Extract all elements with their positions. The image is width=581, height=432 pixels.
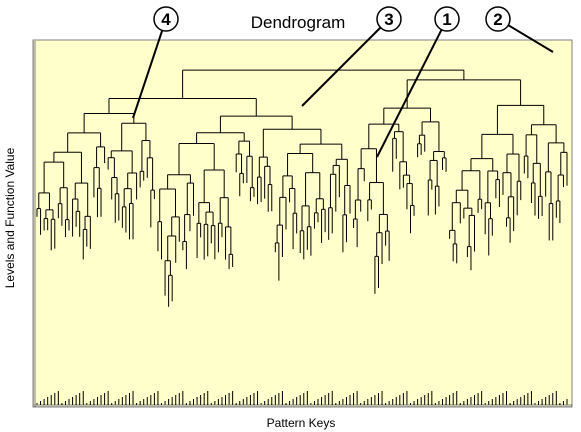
callout-leader-2 bbox=[507, 24, 554, 53]
callout-circle-2 bbox=[485, 6, 511, 32]
y-axis-ticks bbox=[33, 41, 36, 407]
callout-leader-1 bbox=[376, 29, 443, 158]
callout-number-2: 2 bbox=[493, 10, 502, 29]
callouts: 4 3 1 2 bbox=[132, 6, 554, 158]
callout-number-1: 1 bbox=[442, 10, 451, 29]
callout-leader-3 bbox=[301, 26, 382, 107]
callout-number-3: 3 bbox=[384, 10, 393, 29]
callout-circle-4 bbox=[153, 6, 179, 32]
callout-circle-3 bbox=[376, 6, 402, 32]
chart-title: Dendrogram bbox=[251, 13, 346, 32]
callout-circle-1 bbox=[434, 6, 460, 32]
callout-number-4: 4 bbox=[161, 10, 171, 29]
dendrogram-tree bbox=[36, 69, 568, 405]
callout-leader-4 bbox=[132, 30, 164, 119]
x-axis-label: Pattern Keys bbox=[267, 416, 336, 430]
y-axis-label: Levels and Function Value bbox=[3, 147, 17, 288]
